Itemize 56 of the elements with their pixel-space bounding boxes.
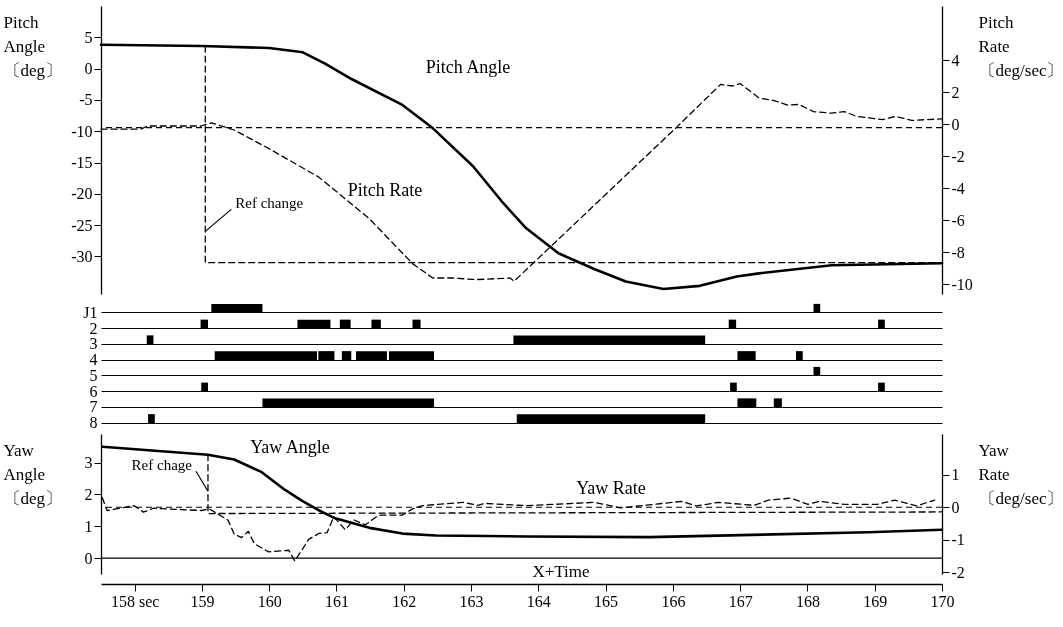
x-tick-label: 159 bbox=[190, 592, 215, 610]
y-tick-label: -25 bbox=[71, 216, 93, 234]
y-tick-label: 8 bbox=[89, 414, 98, 431]
y-tick-label: -10 bbox=[71, 122, 93, 140]
y-tick-label: 0 bbox=[84, 549, 93, 567]
y-tick-label: 3 bbox=[89, 335, 98, 353]
y-tick-label: 5 bbox=[84, 28, 93, 46]
y-tick-label: -5 bbox=[79, 91, 93, 109]
y-tick-label: -15 bbox=[71, 154, 93, 172]
y2-tick-label: -4 bbox=[951, 179, 965, 197]
y-tick-label: 1 bbox=[84, 517, 93, 535]
y2-tick-label: 0 bbox=[951, 115, 960, 133]
x-tick-label: 160 bbox=[257, 592, 282, 610]
series-label: Pitch Rate bbox=[347, 180, 423, 200]
x-tick-label: 158 sec bbox=[110, 592, 160, 610]
y2-tick-label: 1 bbox=[951, 466, 960, 484]
x-tick-label: 161 bbox=[324, 592, 349, 610]
y2-tick-label: -1 bbox=[951, 531, 965, 549]
y-tick-label: 7 bbox=[89, 398, 98, 416]
y-tick-label: -30 bbox=[71, 247, 93, 265]
y2-tick-label: -6 bbox=[951, 211, 965, 229]
series-label: Yaw Angle bbox=[250, 437, 330, 457]
annotation: X+Time bbox=[532, 562, 590, 581]
y2-tick-label: 0 bbox=[951, 498, 960, 516]
y2-tick-label: -10 bbox=[951, 275, 973, 293]
x-tick-label: 164 bbox=[526, 592, 551, 610]
x-tick-label: 167 bbox=[728, 592, 753, 610]
y-tick-label: 3 bbox=[84, 454, 93, 472]
y-tick-label: -20 bbox=[71, 185, 93, 203]
y-tick-label: 6 bbox=[89, 382, 98, 400]
y2-tick-label: -2 bbox=[951, 147, 965, 165]
series-label: Yaw Rate bbox=[576, 478, 646, 498]
y-tick-label: 5 bbox=[89, 366, 98, 384]
x-tick-label: 166 bbox=[661, 592, 686, 610]
y-axis-title: Yaw Angle 〔deg〕 bbox=[3, 440, 63, 508]
x-tick-label: 170 bbox=[930, 592, 955, 610]
y-tick-label: 2 bbox=[89, 319, 98, 337]
y-tick-label: 4 bbox=[89, 351, 98, 368]
y2-axis-title: Pitch Rate 〔deg/sec〕 bbox=[978, 12, 1063, 80]
y2-tick-label: -8 bbox=[951, 243, 965, 261]
y2-tick-label: 2 bbox=[951, 83, 960, 101]
y2-tick-label: -2 bbox=[951, 563, 965, 581]
x-tick-label: 165 bbox=[594, 592, 619, 610]
y-tick-label: J1 bbox=[83, 303, 98, 321]
y-tick-label: 0 bbox=[84, 60, 93, 78]
text: Pitch Angle bbox=[425, 57, 511, 77]
annotation: Ref change bbox=[235, 195, 304, 212]
x-tick-label: 168 bbox=[795, 592, 820, 610]
x-tick-label: 169 bbox=[863, 592, 888, 610]
x-tick-label: 163 bbox=[459, 592, 484, 610]
annotation: Ref chage bbox=[131, 457, 193, 474]
y2-tick-label: 4 bbox=[951, 51, 960, 69]
x-tick-label: 162 bbox=[392, 592, 417, 610]
y2-axis-title: Yaw Rate 〔deg/sec〕 bbox=[978, 440, 1063, 508]
y-axis-title: Pitch Angle 〔deg〕 bbox=[3, 12, 63, 80]
y-tick-label: 2 bbox=[84, 485, 93, 503]
